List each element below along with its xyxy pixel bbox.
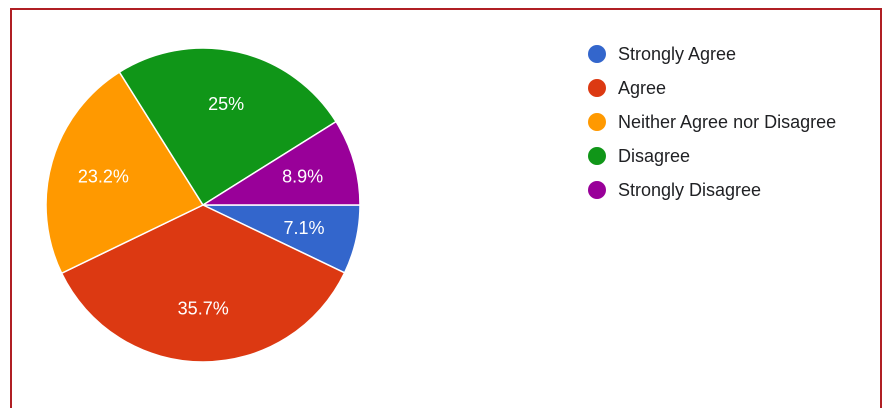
legend-dot-agree bbox=[588, 79, 606, 97]
legend-label-strongly-agree: Strongly Agree bbox=[618, 43, 737, 64]
legend-item-strongly-disagree[interactable]: Strongly Disagree bbox=[588, 173, 836, 207]
legend-dot-strongly-disagree bbox=[588, 181, 606, 199]
legend-item-agree[interactable]: Agree bbox=[588, 71, 836, 105]
pie-label-strongly-agree: 7.1% bbox=[283, 218, 324, 238]
pie-label-neither-agree-nor-disagree: 23.2% bbox=[78, 166, 129, 186]
pie-slice-strongly-disagree[interactable] bbox=[200, 120, 361, 206]
legend-item-disagree[interactable]: Disagree bbox=[588, 139, 836, 173]
legend-label-strongly-disagree: Strongly Disagree bbox=[618, 179, 762, 200]
pie-label-disagree: 25% bbox=[208, 94, 244, 114]
legend-label-neither: Neither Agree nor Disagree bbox=[618, 111, 837, 132]
pie-label-strongly-disagree: 8.9% bbox=[282, 166, 323, 186]
legend-label-agree: Agree bbox=[618, 77, 667, 98]
pie-slice-neither-agree-nor-disagree[interactable] bbox=[45, 71, 205, 275]
legend-item-strongly-agree[interactable]: Strongly Agree bbox=[588, 37, 836, 71]
pie-slice-agree[interactable] bbox=[60, 204, 346, 363]
legend-label-disagree: Disagree bbox=[618, 145, 691, 166]
pie-chart: 7.1% 35.7% 23.2% 25% 8.9% bbox=[45, 47, 361, 363]
pie-slice-disagree[interactable] bbox=[118, 47, 338, 207]
legend-dot-neither bbox=[588, 113, 606, 131]
chart-legend: Strongly Agree Agree Neither Agree nor D… bbox=[588, 37, 836, 207]
legend-dot-strongly-agree bbox=[588, 45, 606, 63]
legend-dot-disagree bbox=[588, 147, 606, 165]
pie-label-agree: 35.7% bbox=[178, 299, 229, 319]
legend-item-neither[interactable]: Neither Agree nor Disagree bbox=[588, 105, 836, 139]
